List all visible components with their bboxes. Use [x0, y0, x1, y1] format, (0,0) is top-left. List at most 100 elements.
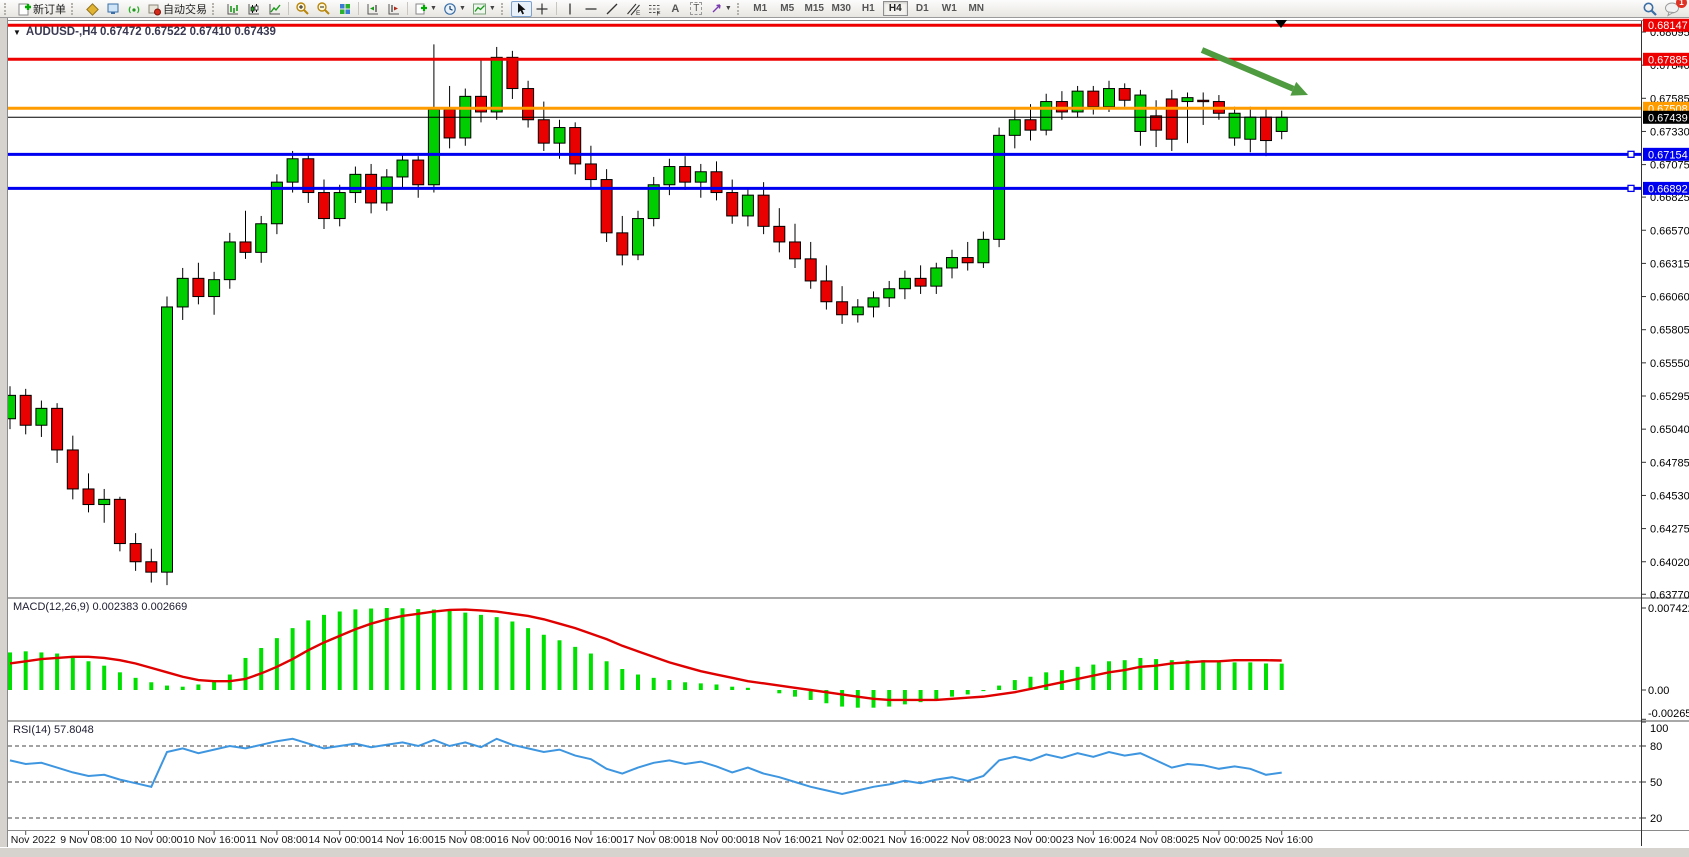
svg-text:0.007422: 0.007422 — [1648, 603, 1689, 615]
toolbar-grip[interactable] — [4, 2, 10, 15]
cursor-tool-button[interactable] — [510, 0, 532, 17]
arrow-shapes-icon — [710, 2, 723, 15]
zoom-out-icon — [316, 1, 331, 16]
toolbar-grip[interactable] — [736, 2, 743, 15]
svg-text:11 Nov 08:00: 11 Nov 08:00 — [246, 834, 308, 846]
toolbar-grip[interactable] — [212, 2, 218, 15]
timeframe-W1[interactable]: W1 — [941, 3, 957, 14]
toolbar-grip[interactable] — [500, 2, 507, 15]
notifications-button[interactable]: 1 — [1664, 0, 1687, 17]
fibonacci-icon: F — [647, 2, 662, 16]
text-label-tool-icon: T — [690, 2, 703, 15]
crosshair-tool-button[interactable] — [532, 1, 553, 17]
svg-text:0.66570: 0.66570 — [1650, 225, 1689, 237]
timeframe-M30[interactable]: M30 — [831, 3, 851, 14]
arrows-tool-button[interactable]: ▼ — [707, 1, 735, 17]
tile-windows-button[interactable] — [334, 1, 355, 17]
chart-shift-button[interactable] — [362, 1, 383, 17]
line-chart-mode-button[interactable] — [264, 1, 285, 17]
line-drag-handle[interactable] — [1627, 150, 1635, 158]
timeframe-M5[interactable]: M5 — [780, 3, 795, 14]
indicators-button[interactable]: ▼ — [469, 1, 499, 17]
svg-text:18 Nov 16:00: 18 Nov 16:00 — [748, 834, 811, 846]
top-marker-triangle-icon[interactable] — [1275, 20, 1287, 28]
toolbar-grip[interactable] — [71, 2, 77, 15]
timeframe-MN[interactable]: MN — [968, 3, 985, 14]
svg-text:0.64785: 0.64785 — [1650, 457, 1689, 469]
trendline-icon — [605, 2, 619, 16]
text-label-tool-button[interactable]: T — [686, 1, 707, 17]
autotrading-button[interactable]: 自动交易 — [144, 1, 210, 17]
svg-text:0.67330: 0.67330 — [1650, 126, 1689, 138]
bar-chart-mode-button[interactable] — [222, 1, 243, 17]
svg-text:0.66315: 0.66315 — [1650, 258, 1689, 270]
chart-canvas[interactable]: 0.680950.678400.675850.673300.670750.668… — [0, 18, 1689, 857]
chevron-down-icon: ▼ — [458, 5, 466, 12]
pane-separator[interactable] — [0, 720, 1689, 722]
fibonacci-letter: F — [656, 10, 660, 16]
terminal-button[interactable] — [102, 1, 123, 17]
signals-button[interactable] — [123, 1, 144, 17]
new-order-button[interactable]: 新订单 — [14, 1, 69, 17]
horizontal-line-object-1[interactable]: 0.68147 — [8, 18, 1689, 32]
channel-tool-button[interactable]: E — [623, 1, 644, 17]
svg-text:14 Nov 16:00: 14 Nov 16:00 — [371, 834, 434, 846]
timeframe-D1[interactable]: D1 — [915, 3, 929, 14]
chart-window[interactable]: 0.68095 0.67840 0.67585 0.67330 0.67075 0.668… — [0, 18, 1689, 857]
zoom-in-button[interactable] — [292, 1, 313, 17]
trend-arrow-annotation[interactable] — [1200, 47, 1308, 96]
svg-text:0.65550: 0.65550 — [1650, 358, 1689, 370]
search-icon[interactable] — [1642, 1, 1658, 17]
svg-text:18 Nov 00:00: 18 Nov 00:00 — [685, 834, 748, 846]
window-bottom-border — [0, 847, 1689, 857]
text-tool-button[interactable]: A — [665, 1, 686, 17]
ohlc-title-text: AUDUSD-,H4 0.67472 0.67522 0.67410 0.674… — [25, 26, 276, 38]
bid-price-line[interactable]: 0.67439 — [8, 110, 1689, 125]
svg-text:23 Nov 00:00: 23 Nov 00:00 — [999, 834, 1062, 846]
svg-text:0.66825: 0.66825 — [1650, 192, 1689, 204]
rsi-indicator-label: RSI(14) 57.8048 — [13, 724, 94, 736]
horizontal-line-icon — [584, 4, 598, 14]
horizontal-line-object-2[interactable]: 0.67885 — [8, 52, 1689, 67]
monitor-icon — [106, 2, 120, 16]
timeframe-H4[interactable]: H4 — [882, 1, 908, 16]
horizontal-line-object-5[interactable]: 0.67154 — [8, 147, 1689, 162]
crosshair-icon — [535, 2, 549, 16]
zoom-out-button[interactable] — [313, 1, 334, 17]
rsi-pane[interactable]: 100 80 50 20 — [8, 721, 1668, 825]
channel-icon: E — [626, 2, 641, 16]
zoom-in-icon — [295, 1, 310, 16]
svg-text:0.66060: 0.66060 — [1650, 292, 1689, 304]
svg-text:0.65295: 0.65295 — [1650, 391, 1689, 403]
line-chart-icon — [268, 2, 282, 16]
trendline-tool-button[interactable] — [602, 1, 623, 17]
pane-separator[interactable] — [0, 597, 1689, 599]
new-chart-button[interactable]: ▼ — [411, 1, 440, 17]
macd-signal-line — [9, 608, 1282, 702]
horizontal-line-tool-button[interactable] — [581, 1, 602, 17]
horizontal-line-object-6[interactable]: 0.66892 — [8, 181, 1689, 196]
svg-text:21 Nov 16:00: 21 Nov 16:00 — [874, 834, 937, 846]
collapse-panel-icon[interactable]: ▼ — [13, 27, 21, 37]
timeframe-M15[interactable]: M15 — [804, 3, 824, 14]
profiles-button[interactable]: ▼ — [440, 1, 469, 17]
chevron-down-icon: ▼ — [430, 5, 437, 12]
line-drag-handle[interactable] — [1627, 184, 1635, 193]
auto-scroll-button[interactable] — [383, 1, 404, 17]
candlestick-icon — [247, 2, 261, 16]
timeframe-M1[interactable]: M1 — [753, 3, 768, 14]
svg-text:24 Nov 08:00: 24 Nov 08:00 — [1125, 834, 1188, 846]
bar-chart-icon — [226, 2, 240, 16]
fibonacci-tool-button[interactable]: F — [644, 1, 665, 17]
candlestick-mode-button[interactable] — [243, 1, 264, 17]
time-axis[interactable]: 8 Nov 2022 9 Nov 08:00 10 Nov 00:00 10 Nov … — [2, 831, 1313, 846]
new-chart-icon — [414, 2, 428, 16]
autotrading-label: 自动交易 — [163, 3, 207, 16]
market-watch-button[interactable] — [81, 1, 102, 17]
timeframe-H1[interactable]: H1 — [861, 3, 875, 14]
vertical-line-tool-button[interactable] — [560, 1, 581, 17]
new-order-label: 新订单 — [33, 3, 66, 16]
